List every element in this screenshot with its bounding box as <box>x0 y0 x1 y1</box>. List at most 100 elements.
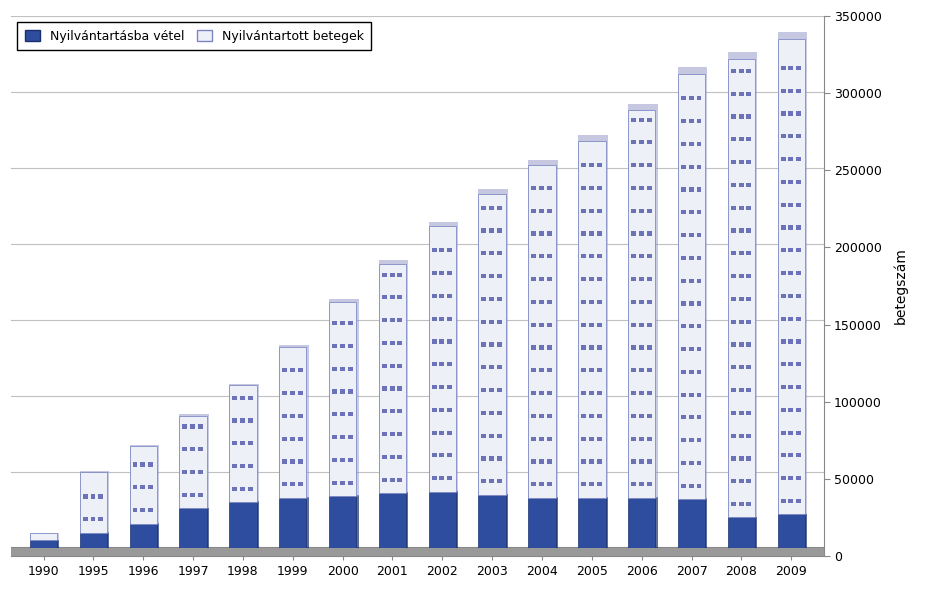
Bar <box>440 431 445 435</box>
Bar <box>148 508 154 512</box>
Bar <box>497 320 502 324</box>
Bar <box>481 206 487 210</box>
Bar <box>797 339 801 343</box>
Bar <box>389 432 395 436</box>
Bar <box>431 408 436 412</box>
Bar <box>647 300 651 304</box>
Bar <box>431 294 436 298</box>
Bar <box>739 92 743 96</box>
Bar <box>232 396 237 400</box>
Bar <box>539 345 544 350</box>
Bar <box>556 165 558 498</box>
Bar <box>481 252 487 256</box>
Bar <box>589 391 594 395</box>
Bar <box>357 302 358 496</box>
Bar <box>389 295 395 299</box>
Bar <box>696 187 701 191</box>
Bar <box>329 496 357 548</box>
Bar <box>631 186 636 190</box>
Bar <box>689 256 694 260</box>
Bar <box>739 320 743 324</box>
Bar <box>647 459 651 464</box>
Bar <box>389 341 395 345</box>
Bar <box>696 233 701 237</box>
Bar <box>746 274 752 278</box>
Bar <box>198 447 203 451</box>
Bar <box>539 300 544 304</box>
Bar <box>447 408 452 412</box>
Bar <box>340 458 344 462</box>
Bar <box>589 231 594 236</box>
Bar <box>398 409 402 413</box>
Bar <box>398 478 402 482</box>
Bar <box>340 481 344 485</box>
Legend: Nyilvántartásba vétel, Nyilvántartott betegek: Nyilvántartásba vétel, Nyilvántartott be… <box>18 22 372 51</box>
Bar <box>347 481 353 485</box>
Bar <box>631 209 636 213</box>
Bar <box>240 441 245 445</box>
Bar <box>490 229 494 233</box>
Bar <box>647 345 651 350</box>
Bar <box>731 434 736 438</box>
Bar <box>547 300 552 304</box>
Bar <box>647 118 651 122</box>
Bar <box>689 142 694 146</box>
Bar <box>447 362 452 366</box>
Bar <box>80 532 107 548</box>
Bar <box>678 68 708 74</box>
Bar <box>578 141 606 498</box>
Bar <box>340 412 344 416</box>
Bar <box>440 454 445 458</box>
Bar <box>788 499 794 503</box>
Bar <box>696 210 701 214</box>
Bar <box>781 203 785 207</box>
Bar <box>440 362 445 366</box>
Bar <box>680 256 686 260</box>
Bar <box>739 69 743 73</box>
Bar <box>746 411 752 415</box>
Bar <box>298 391 302 395</box>
Bar <box>440 385 445 389</box>
Bar <box>133 462 138 466</box>
Bar <box>639 345 644 350</box>
Bar <box>497 365 502 369</box>
Bar <box>447 248 452 252</box>
Bar <box>739 411 743 415</box>
Bar <box>647 254 651 259</box>
Bar <box>497 252 502 256</box>
Bar <box>727 518 755 548</box>
Bar <box>781 66 785 70</box>
Bar <box>696 415 701 419</box>
Bar <box>556 498 558 548</box>
Bar <box>578 497 607 498</box>
Bar <box>706 74 708 499</box>
Bar <box>739 297 743 301</box>
Bar <box>290 482 295 487</box>
Bar <box>532 459 536 464</box>
Bar <box>597 163 602 167</box>
Bar <box>198 470 203 474</box>
Bar <box>581 391 586 395</box>
Bar <box>306 498 309 548</box>
Bar <box>532 482 536 487</box>
Bar <box>581 163 586 167</box>
Bar <box>398 386 402 391</box>
Bar <box>298 436 302 441</box>
Bar <box>340 435 344 439</box>
Bar <box>398 273 402 277</box>
Bar <box>478 495 505 548</box>
Bar <box>731 502 736 506</box>
Bar <box>631 163 636 167</box>
Bar <box>505 194 508 495</box>
Bar <box>746 502 752 506</box>
Bar <box>539 254 544 259</box>
Bar <box>581 254 586 259</box>
Bar <box>532 345 536 350</box>
Bar <box>731 160 736 164</box>
Bar <box>279 348 306 498</box>
Bar <box>447 431 452 435</box>
Bar <box>532 323 536 327</box>
Bar <box>539 368 544 372</box>
Bar <box>379 492 408 493</box>
Bar <box>597 414 602 418</box>
